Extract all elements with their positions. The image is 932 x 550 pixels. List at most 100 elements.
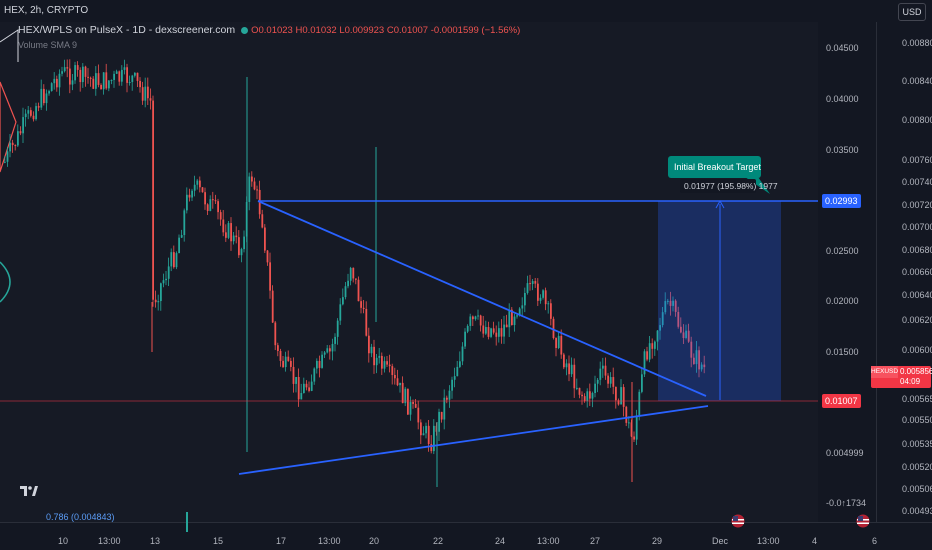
candle-body	[409, 401, 412, 415]
candle-body	[329, 348, 331, 352]
candle-body	[297, 376, 300, 400]
candle-body	[680, 326, 682, 333]
candle-body	[326, 348, 329, 353]
outer-tick: 0.004930	[902, 506, 932, 516]
time-tick: 6	[872, 536, 878, 546]
candle-body	[404, 388, 407, 404]
chart-canvas[interactable]: Initial Breakout Target 0.01977 (195.98%…	[0, 22, 818, 522]
outer-tick: 0.006600	[902, 267, 932, 277]
candle-body	[391, 366, 394, 375]
candle-body	[74, 65, 76, 81]
candle-body	[573, 364, 576, 389]
candle-body	[336, 320, 339, 337]
candle-body	[386, 361, 388, 365]
candle-body	[498, 328, 500, 337]
candle-body	[235, 235, 238, 238]
outer-tick: 0.007400	[902, 177, 932, 187]
outer-tick: 0.005060	[902, 484, 932, 494]
candle-body	[126, 67, 128, 83]
candle-body	[84, 66, 87, 77]
candle-body	[50, 83, 53, 92]
candle-body	[703, 364, 706, 368]
candle-body	[282, 360, 284, 368]
candle-body	[349, 267, 352, 281]
candle-body	[557, 335, 560, 348]
candle-body	[123, 67, 126, 70]
currency-button[interactable]: USD	[898, 3, 926, 21]
candle-body	[56, 78, 58, 88]
candle-body	[199, 180, 201, 188]
candle-body	[357, 279, 360, 302]
tradingview-logo-icon	[20, 486, 38, 496]
candle-body	[82, 66, 84, 83]
candle-body	[9, 142, 11, 152]
candle-body	[19, 131, 22, 134]
candle-body	[238, 237, 240, 256]
candle-body	[534, 281, 537, 284]
outer-tick: 0.006800	[902, 245, 932, 255]
time-axis[interactable]	[0, 522, 932, 550]
time-tick: 13:00	[537, 536, 560, 546]
candle-body	[412, 401, 414, 404]
descending-trendline	[257, 200, 707, 397]
candle-body	[48, 91, 50, 94]
candle-body	[58, 73, 61, 88]
time-tick: 24	[495, 536, 506, 546]
candle-body	[555, 338, 557, 348]
candle-body	[165, 278, 167, 281]
candle-body	[342, 297, 344, 305]
time-tick: 13:00	[98, 536, 121, 546]
chart-pane[interactable]	[0, 22, 818, 522]
candle-body	[144, 86, 147, 101]
candle-body	[664, 301, 667, 313]
candle-body	[414, 403, 417, 408]
candle-body	[308, 387, 310, 391]
legend: HEX/WPLS on PulseX - 1D - dexscreener.co…	[18, 24, 520, 36]
candle-body	[139, 80, 141, 88]
candle-body	[482, 325, 485, 334]
candle-body	[14, 145, 17, 147]
candle-body	[394, 374, 396, 379]
candle-body	[602, 365, 604, 369]
candle-body	[206, 204, 209, 211]
candle-body	[599, 368, 602, 380]
candle-body	[97, 73, 100, 85]
time-tick: 27	[590, 536, 601, 546]
candle-body	[292, 366, 295, 384]
candle-body	[347, 280, 349, 287]
outer-price-axis[interactable]: 0.008800 0.008400 0.008000 0.007600 0.00…	[871, 22, 932, 522]
candle-body	[188, 194, 191, 198]
candle-body	[469, 316, 472, 326]
time-tick: 17	[276, 536, 287, 546]
candle-body	[615, 386, 617, 401]
candle-body	[433, 425, 435, 452]
candle-body	[690, 341, 693, 358]
candle-body	[438, 411, 440, 432]
candle-body	[490, 328, 492, 337]
candle-body	[516, 315, 518, 317]
candle-body	[6, 151, 9, 162]
measure-arrowhead	[715, 199, 725, 209]
time-tick: 13	[150, 536, 161, 546]
candlestick-series	[4, 59, 706, 487]
candle-body	[180, 235, 183, 238]
candle-body	[87, 76, 89, 78]
inner-price-axis[interactable]: 0.04500 0.04000 0.03500 0.02500 0.02000 …	[818, 22, 876, 522]
candle-body	[695, 350, 698, 365]
candle-body	[607, 375, 609, 384]
candle-body	[503, 324, 505, 337]
candle-body	[331, 343, 334, 352]
candle-body	[175, 253, 178, 268]
candle-body	[552, 318, 555, 339]
outer-tick: 0.007000	[902, 222, 932, 232]
us-flag-event-icon[interactable]	[856, 514, 870, 528]
candle-body	[300, 393, 303, 400]
candle-body	[425, 425, 427, 434]
candle-body	[529, 283, 531, 285]
candle-body	[669, 300, 672, 306]
candle-body	[373, 346, 375, 366]
us-flag-event-icon[interactable]	[731, 514, 745, 528]
candle-body	[186, 194, 188, 211]
candle-body	[451, 379, 453, 391]
candle-body	[396, 378, 399, 386]
